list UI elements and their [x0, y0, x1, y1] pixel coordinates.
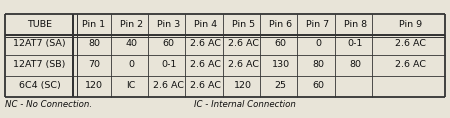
Text: 2.6 AC: 2.6 AC — [228, 60, 259, 69]
Text: 130: 130 — [271, 60, 290, 69]
Text: 120: 120 — [85, 81, 103, 90]
Text: TUBE: TUBE — [27, 20, 52, 29]
Text: 0: 0 — [128, 60, 134, 69]
Text: 12AT7 (SA): 12AT7 (SA) — [13, 39, 66, 48]
Text: 80: 80 — [88, 39, 100, 48]
Text: Pin 1: Pin 1 — [82, 20, 105, 29]
Text: Pin 8: Pin 8 — [344, 20, 367, 29]
Text: 2.6 AC: 2.6 AC — [190, 81, 221, 90]
Text: 2.6 AC: 2.6 AC — [395, 39, 426, 48]
Text: 80: 80 — [349, 60, 361, 69]
Text: IC: IC — [126, 81, 136, 90]
Text: 2.6 AC: 2.6 AC — [395, 60, 426, 69]
Text: 2.6 AC: 2.6 AC — [190, 60, 221, 69]
Text: Pin 4: Pin 4 — [194, 20, 217, 29]
Text: 25: 25 — [274, 81, 287, 90]
Text: 60: 60 — [162, 39, 175, 48]
Text: 2.6 AC: 2.6 AC — [153, 81, 184, 90]
Text: 120: 120 — [234, 81, 252, 90]
Text: 12AT7 (SB): 12AT7 (SB) — [13, 60, 66, 69]
Text: 60: 60 — [312, 81, 324, 90]
Text: Pin 6: Pin 6 — [269, 20, 292, 29]
Text: 0-1: 0-1 — [347, 39, 363, 48]
Text: 70: 70 — [88, 60, 100, 69]
Text: Pin 7: Pin 7 — [306, 20, 329, 29]
Text: NC - No Connection.: NC - No Connection. — [5, 100, 93, 109]
Text: 0-1: 0-1 — [161, 60, 176, 69]
Text: 80: 80 — [312, 60, 324, 69]
Text: 0: 0 — [315, 39, 321, 48]
Text: Pin 9: Pin 9 — [399, 20, 422, 29]
Text: 2.6 AC: 2.6 AC — [190, 39, 221, 48]
Text: 40: 40 — [125, 39, 137, 48]
Text: Pin 2: Pin 2 — [120, 20, 143, 29]
Text: Pin 3: Pin 3 — [157, 20, 180, 29]
Text: Pin 5: Pin 5 — [232, 20, 255, 29]
Text: IC - Internal Connection: IC - Internal Connection — [194, 100, 296, 109]
Text: 60: 60 — [274, 39, 287, 48]
Text: 6C4 (SC): 6C4 (SC) — [18, 81, 60, 90]
Bar — [5, 14, 445, 97]
Text: 2.6 AC: 2.6 AC — [228, 39, 259, 48]
